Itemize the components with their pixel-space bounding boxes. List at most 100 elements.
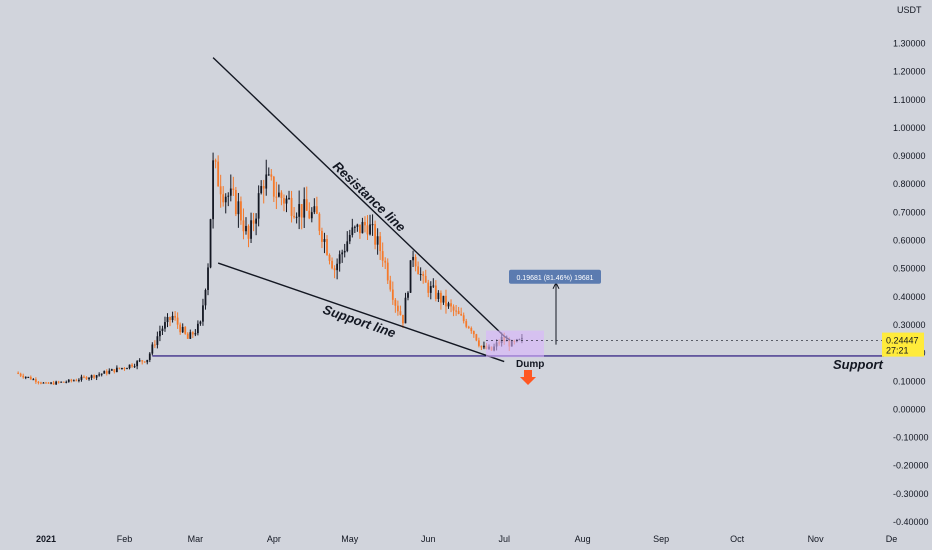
- candle-body: [331, 260, 333, 269]
- candle-body: [156, 336, 159, 345]
- candle-body: [442, 295, 445, 303]
- candle-body: [409, 260, 412, 293]
- x-tick-label: Jun: [421, 534, 436, 544]
- x-tick-label: Jul: [498, 534, 510, 544]
- candle-body: [222, 194, 225, 203]
- candle-body: [72, 380, 75, 382]
- candle-body: [85, 376, 88, 380]
- y-tick-label: 0.90000: [893, 151, 926, 161]
- candle-body: [103, 371, 106, 374]
- candle-body: [250, 220, 252, 239]
- candle-body: [447, 303, 450, 307]
- candle-body: [310, 212, 313, 219]
- candle-body: [95, 375, 98, 378]
- y-tick-label: 1.20000: [893, 67, 926, 77]
- candle-body: [272, 176, 275, 197]
- candle-body: [277, 192, 280, 197]
- x-tick-label: Apr: [267, 534, 281, 544]
- candle-body: [460, 313, 463, 316]
- candle-body: [153, 344, 156, 346]
- candle-body: [262, 186, 265, 189]
- candle-body: [394, 299, 397, 306]
- candle-body: [146, 359, 149, 363]
- dump-label: Dump: [516, 359, 544, 370]
- candle-body: [52, 382, 55, 385]
- candle-body: [227, 195, 230, 197]
- candle-body: [88, 377, 90, 380]
- x-tick-label: De: [886, 534, 898, 544]
- candle-body: [148, 353, 151, 360]
- candle-body: [219, 186, 222, 195]
- x-tick-label: May: [341, 534, 359, 544]
- candle-body: [336, 263, 339, 271]
- candle-body: [346, 241, 349, 251]
- candle-body: [60, 381, 63, 383]
- candle-body: [386, 262, 389, 281]
- candle-body: [295, 216, 298, 218]
- candle-body: [315, 206, 318, 214]
- candle-body: [194, 333, 197, 335]
- candle-body: [113, 369, 116, 372]
- candle-body: [483, 345, 485, 348]
- candle-body: [396, 305, 399, 312]
- candle-body: [110, 369, 113, 371]
- candle-body: [450, 303, 452, 307]
- y-tick-label: 1.00000: [893, 123, 926, 133]
- candle-body: [432, 285, 435, 287]
- candle-body: [366, 225, 369, 235]
- candle-body: [462, 315, 465, 322]
- candle-body: [143, 361, 146, 363]
- candle-body: [27, 376, 30, 378]
- candle-body: [118, 367, 121, 369]
- candle-body: [290, 197, 293, 216]
- candle-body: [477, 340, 480, 346]
- candle-body: [237, 201, 240, 215]
- resistance-line: [212, 57, 505, 337]
- candle-body: [161, 328, 164, 331]
- candle-body: [247, 225, 250, 239]
- candle-body: [417, 266, 420, 275]
- candle-body: [171, 315, 174, 320]
- candle-body: [353, 226, 356, 228]
- candle-body: [166, 317, 169, 323]
- y-tick-label: -0.20000: [893, 461, 929, 471]
- candle-body: [105, 371, 108, 374]
- candle-body: [419, 273, 422, 275]
- candle-body: [65, 381, 68, 383]
- x-tick-label: Aug: [575, 534, 591, 544]
- candle-body: [19, 373, 22, 376]
- candle-body: [202, 305, 204, 322]
- candle-body: [371, 224, 374, 226]
- candle-body: [47, 382, 50, 384]
- x-tick-label: Feb: [117, 534, 133, 544]
- candle-body: [467, 326, 470, 329]
- candle-body: [229, 188, 232, 196]
- candle-body: [445, 295, 447, 307]
- candle-body: [204, 289, 207, 306]
- candle-body: [343, 250, 346, 253]
- candle-body: [242, 220, 245, 232]
- y-tick-label: 0.70000: [893, 207, 926, 217]
- candle-body: [376, 236, 379, 245]
- candle-body: [224, 196, 227, 203]
- last-price-value: 0.24447: [886, 336, 919, 346]
- candle-body: [356, 224, 359, 227]
- candle-body: [321, 230, 323, 242]
- candle-body: [42, 382, 45, 384]
- candle-body: [437, 292, 440, 299]
- candle-body: [252, 220, 255, 224]
- candle-body: [313, 206, 316, 213]
- candle-body: [399, 311, 402, 315]
- y-tick-label: -0.30000: [893, 489, 929, 499]
- y-tick-label: 0.10000: [893, 376, 926, 386]
- candle-body: [255, 218, 258, 224]
- candle-body: [181, 326, 184, 333]
- last-price-tag: [882, 332, 924, 357]
- candle-body: [328, 254, 331, 261]
- candle-body: [424, 275, 427, 283]
- y-tick-label: 0.50000: [893, 264, 926, 274]
- range-box: [486, 330, 544, 358]
- candle-body: [381, 251, 384, 261]
